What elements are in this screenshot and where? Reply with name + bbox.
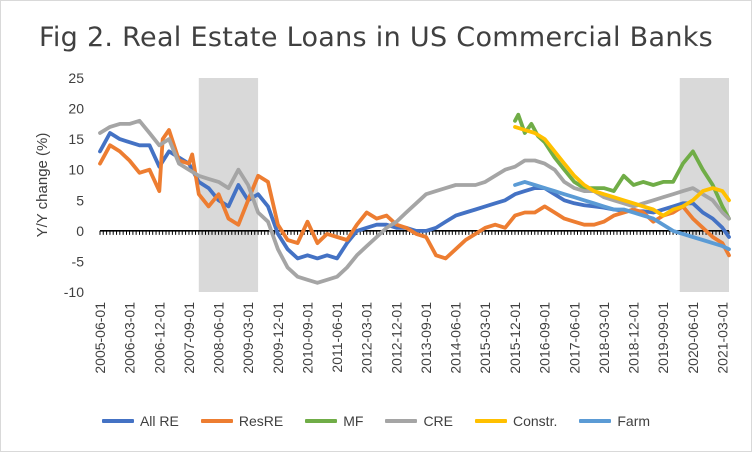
x-tick-label: 2007-09-01 bbox=[181, 302, 197, 374]
x-tick-label: 2018-03-01 bbox=[596, 302, 612, 374]
x-tick-label: 2012-12-01 bbox=[388, 302, 404, 374]
x-tick-label: 2019-09-01 bbox=[655, 302, 671, 374]
legend-label: CRE bbox=[423, 413, 453, 429]
legend-swatch bbox=[101, 419, 134, 423]
legend-label: All RE bbox=[139, 413, 179, 429]
x-tick-label: 2009-12-01 bbox=[270, 302, 286, 374]
x-tick-label: 2013-09-01 bbox=[418, 302, 434, 374]
legend-label: ResRE bbox=[238, 413, 284, 429]
legend-swatch bbox=[305, 419, 338, 423]
y-axis-label: Y/Y change (%) bbox=[34, 133, 51, 238]
y-tick-label: 0 bbox=[76, 223, 84, 239]
x-tick-label: 2016-09-01 bbox=[537, 302, 553, 374]
series-line-cre bbox=[98, 118, 731, 285]
x-tick-label: 2011-06-01 bbox=[329, 302, 345, 373]
x-tick-label: 2008-06-01 bbox=[211, 302, 227, 374]
y-tick-label: -10 bbox=[64, 284, 84, 300]
series-line-allre bbox=[98, 131, 731, 261]
x-axis-ticks: 2005-06-01 2006-03-01 2006-12-01 2007-09-01… bbox=[92, 302, 730, 374]
recession-band bbox=[679, 78, 729, 292]
legend-item: Farm bbox=[579, 410, 650, 432]
x-tick-label: 2010-09-01 bbox=[300, 302, 316, 374]
x-tick-label: 2009-03-01 bbox=[240, 302, 256, 374]
legend-item: MF bbox=[305, 410, 363, 432]
legend-swatch bbox=[385, 419, 418, 423]
y-tick-label: 15 bbox=[68, 131, 84, 147]
series-line-resre bbox=[98, 128, 731, 261]
legend-label: MF bbox=[343, 413, 364, 429]
x-tick-label: 2014-06-01 bbox=[448, 302, 464, 374]
x-tick-label: 2006-12-01 bbox=[151, 302, 167, 374]
legend-item: Constr. bbox=[475, 410, 557, 432]
x-tick-label: 2012-03-01 bbox=[359, 302, 375, 374]
legend-item: CRE bbox=[385, 410, 453, 432]
series-line-farm bbox=[513, 179, 731, 252]
legend-swatch bbox=[200, 419, 233, 423]
series-lines bbox=[98, 112, 731, 285]
x-tick-label: 2015-12-01 bbox=[507, 302, 523, 374]
legend-label: Constr. bbox=[513, 413, 558, 429]
x-tick-label: 2017-06-01 bbox=[566, 302, 582, 374]
y-axis-ticks: -10 -5 0 5 10 15 20 25 bbox=[64, 70, 84, 300]
x-tick-label: 2015-03-01 bbox=[477, 302, 493, 374]
legend: All RE ResRE MF CRE Constr. Farm bbox=[0, 410, 752, 432]
series-line-constr bbox=[513, 125, 731, 218]
x-tick-label: 2006-03-01 bbox=[122, 302, 138, 374]
y-tick-label: -5 bbox=[72, 253, 85, 269]
y-tick-label: 20 bbox=[68, 101, 84, 117]
x-tick-label: 2020-06-01 bbox=[685, 302, 701, 374]
x-tick-label: 2018-12-01 bbox=[626, 302, 642, 374]
x-tick-label: 2005-06-01 bbox=[92, 302, 108, 374]
x-tick-label: 2021-03-01 bbox=[714, 302, 730, 374]
legend-label: Farm bbox=[617, 413, 651, 429]
y-tick-label: 5 bbox=[76, 192, 84, 208]
legend-item: ResRE bbox=[200, 410, 284, 432]
legend-item: All RE bbox=[101, 410, 179, 432]
y-tick-label: 25 bbox=[68, 70, 84, 86]
legend-swatch bbox=[579, 419, 612, 423]
y-tick-label: 10 bbox=[68, 162, 84, 178]
chart-title: Fig 2. Real Estate Loans in US Commercia… bbox=[38, 22, 714, 53]
legend-swatch bbox=[475, 419, 507, 423]
